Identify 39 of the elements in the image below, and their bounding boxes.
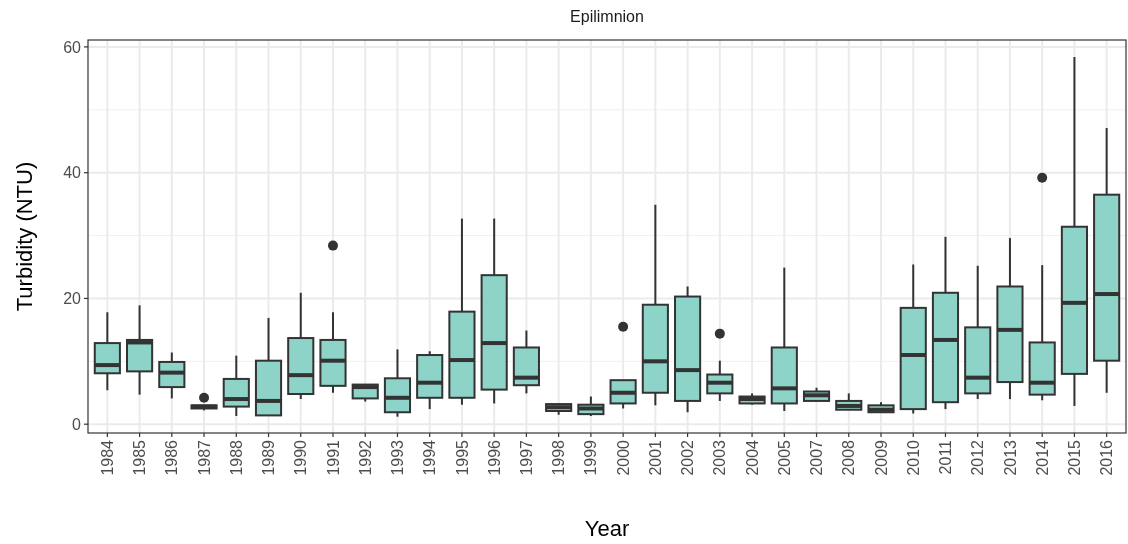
y-tick-label: 60 [63,38,82,56]
x-tick-label: 2010 [904,439,922,476]
x-tick-label: 1991 [324,439,342,476]
x-tick-label: 1993 [389,439,407,476]
x-tick-label: 2001 [646,439,664,476]
x-tick-label: 1999 [582,439,600,476]
x-tick-label: 1985 [131,439,149,476]
x-tick-label: 2013 [1001,439,1019,476]
x-tick-label: 1997 [518,439,536,476]
x-tick-label: 1988 [227,439,245,476]
x-tick-label: 2003 [711,439,729,476]
x-tick-label: 2000 [614,439,632,476]
x-tick-label: 2002 [679,439,697,476]
x-tick-label: 1994 [421,439,439,476]
x-tick-label: 2008 [840,439,858,476]
x-tick-label: 2007 [808,439,826,476]
x-tick-label: 2004 [743,439,761,476]
x-tick-label: 2011 [937,439,955,475]
x-tick-label: 2009 [872,439,890,476]
x-axis-title: Year [584,516,630,541]
x-tick-label: 1990 [292,439,310,476]
chart-title: Epilimnion [570,8,644,25]
x-tick-label: 2014 [1033,439,1051,476]
x-tick-label: 1986 [163,439,181,476]
x-tick-label: 2012 [969,439,987,476]
y-tick-label: 20 [63,290,82,308]
x-tick-label: 2016 [1098,439,1116,476]
y-axis-title: Turbidity (NTU) [12,161,37,312]
y-tick-label: 0 [72,415,82,433]
x-tick-label: 1995 [453,439,471,476]
x-tick-label: 1989 [260,439,278,476]
x-tick-label: 2015 [1066,439,1084,476]
x-tick-label: 1987 [195,439,213,476]
x-tick-label: 1992 [356,439,374,476]
x-tick-label: 2005 [775,439,793,476]
x-tick-label: 1996 [485,439,503,476]
x-tick-label: 1998 [550,439,568,476]
x-tick-label: 1984 [98,439,116,476]
y-tick-label: 40 [63,164,82,182]
